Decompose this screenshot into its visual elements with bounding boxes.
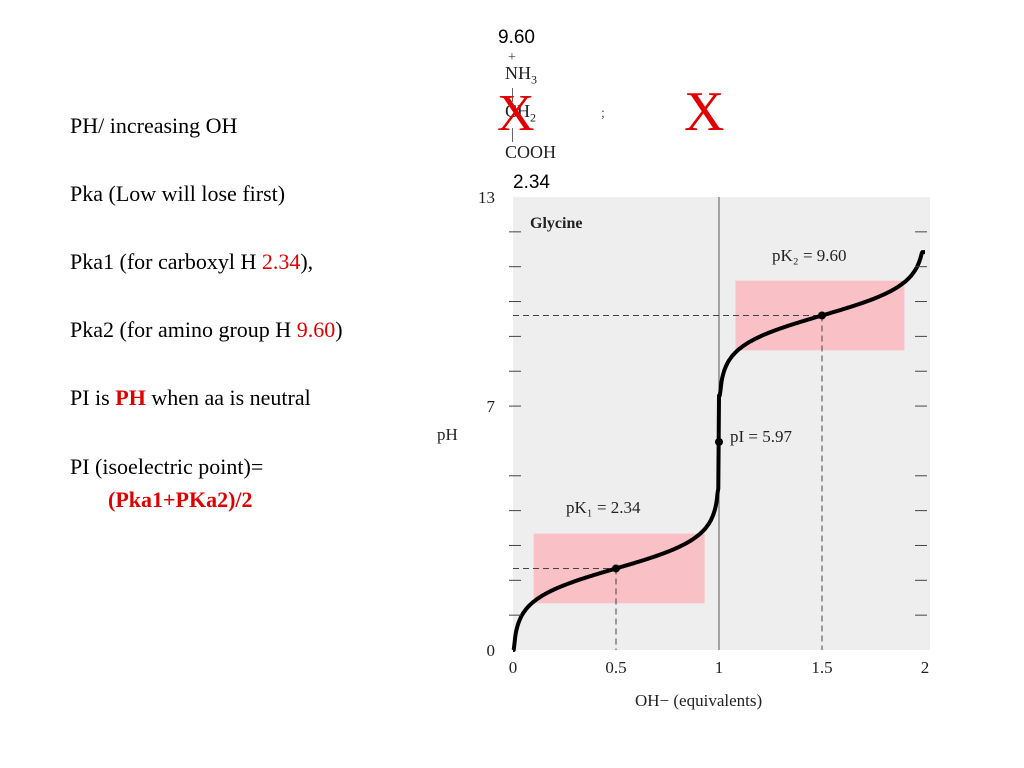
structure-plus: + [508, 50, 516, 65]
x-axis-label: OH− (equivalents) [635, 691, 762, 710]
x-tick-label-1: 1 [715, 658, 724, 677]
x-tick-label-0.5: 0.5 [605, 658, 626, 677]
structure-semicolon: ; [601, 106, 605, 121]
note-line-4-suffix: ) [335, 317, 343, 342]
note-line-3-suffix: ), [300, 249, 314, 274]
note-line-3-prefix: Pka1 (for carboxyl H [70, 249, 262, 274]
key-point-2 [715, 437, 723, 446]
note-line-6: PI (isoelectric point)= [70, 454, 264, 479]
titration-curve [511, 250, 927, 652]
plot-layer [511, 197, 930, 652]
note-line-1: PH/ increasing OH [70, 113, 238, 138]
note-line-5-prefix: PI is [70, 385, 116, 410]
y-tick-label-0: 0 [487, 641, 496, 660]
bond-2 [512, 128, 513, 142]
tick-layer: 0 7 13 0 0.5 1 1.5 2 [478, 188, 929, 677]
structure-ch2: CH2 [505, 101, 536, 126]
note-line-5: PI is PH when aa is neutral [70, 385, 311, 411]
nh3-text: NH [505, 63, 531, 83]
pi-formula: (Pka1+PKa2)/2 [108, 487, 253, 512]
nh3-sub: 3 [531, 72, 537, 87]
cross-mark-1: X [497, 85, 535, 142]
ch2-text: CH [505, 101, 531, 121]
key-point-1 [612, 564, 620, 573]
note-line-5-suffix: when aa is neutral [145, 385, 311, 410]
x-tick-label-2: 2 [921, 658, 930, 677]
structure-bottom-value: 2.34 [513, 172, 550, 193]
y-axis-label: pH [437, 425, 458, 444]
structure-top-value: 9.60 [498, 27, 535, 48]
structure-nh3: NH3 [505, 63, 537, 88]
pk2-label: pK₂ = 9.60 [772, 246, 847, 265]
x-tick-label-0: 0 [509, 658, 518, 677]
note-line-2: Pka (Low will lose first) [70, 181, 286, 206]
y-tick-label-7: 7 [487, 397, 496, 416]
chart-title: Glycine [530, 215, 582, 232]
pi-label: pI = 5.97 [730, 427, 792, 446]
note-line-4-prefix: Pka2 (for amino group H [70, 317, 297, 342]
bond-1 [512, 88, 513, 102]
note-line-3: Pka1 (for carboxyl H 2.34), [70, 249, 313, 275]
x-tick-label-1.5: 1.5 [811, 658, 832, 677]
pk1-label: pK₁ = 2.34 [566, 498, 641, 517]
pka1-value: 2.34 [261, 249, 301, 274]
note-line-4: Pka2 (for amino group H 9.60) [70, 317, 343, 343]
key-point-3 [818, 311, 826, 320]
cross-mark-2: X [684, 81, 725, 143]
ch2-sub: 2 [530, 110, 537, 125]
structure-cooh: COOH [505, 142, 557, 162]
pka2-value: 9.60 [296, 317, 336, 342]
ph-highlight: PH [115, 385, 146, 410]
y-tick-label-13: 13 [478, 188, 495, 207]
